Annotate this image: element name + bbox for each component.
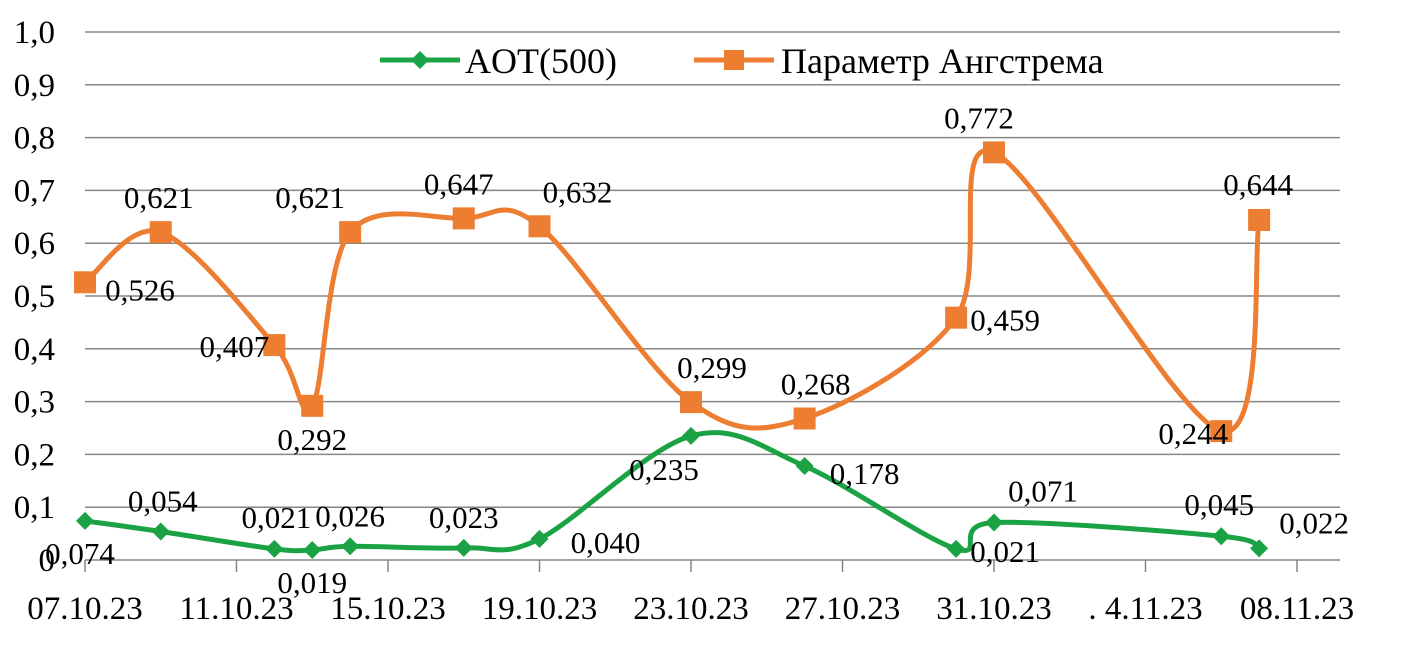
data-point-diamond xyxy=(303,540,322,559)
data-label: 0,407 xyxy=(200,329,270,364)
data-point-square xyxy=(983,141,1005,164)
legend: AOT(500) Параметр Ангстрема xyxy=(380,41,1104,81)
data-point-square xyxy=(452,207,475,230)
data-point-diamond xyxy=(1250,539,1269,558)
y-tick-label: 0,5 xyxy=(14,279,55,315)
data-label: 0,459 xyxy=(970,303,1040,338)
data-point-diamond xyxy=(151,522,170,541)
data-label: 0,178 xyxy=(830,456,900,491)
x-tick-label: 07.10.23 xyxy=(27,591,143,627)
y-tick-label: 0,4 xyxy=(14,332,55,368)
data-point-diamond xyxy=(795,457,814,476)
data-point-diamond xyxy=(1212,527,1231,546)
data-label: 0,244 xyxy=(1158,416,1228,451)
data-label: 0,026 xyxy=(315,498,385,533)
legend-marker-diamond xyxy=(411,51,429,69)
series-markers xyxy=(74,141,1271,559)
x-tick-label: 11.10.23 xyxy=(179,591,293,627)
data-point-square xyxy=(149,221,172,244)
x-tick-label: 15.10.23 xyxy=(330,591,446,627)
data-label: 0,772 xyxy=(944,100,1014,135)
data-point-square xyxy=(1210,420,1233,443)
legend-item-aot: AOT(500) xyxy=(380,41,617,81)
series-line-angstrom xyxy=(83,148,1262,434)
x-axis: 07.10.23 11.10.23 15.10.23 19.10.23 23.10.23… xyxy=(27,559,1354,627)
y-tick-label: 0 xyxy=(39,543,56,579)
data-point-diamond xyxy=(682,426,700,445)
y-tick-label: 0,9 xyxy=(14,68,55,104)
x-tick-label: . 4.11.23 xyxy=(1088,591,1202,627)
data-point-square xyxy=(263,334,286,357)
data-point-square xyxy=(793,407,816,430)
data-point-square xyxy=(528,215,551,238)
data-labels: 0,074 0,054 0,021 0,019 0,026 0,023 0,040 0,235… xyxy=(45,100,1349,600)
data-point-square xyxy=(945,306,968,329)
data-label: 0,299 xyxy=(677,350,747,385)
data-label: 0,022 xyxy=(1279,505,1349,540)
data-label: 0,644 xyxy=(1223,167,1293,202)
series-lines xyxy=(83,148,1262,554)
y-tick-label: 0,7 xyxy=(14,173,55,209)
y-tick-label: 1,0 xyxy=(14,15,55,51)
data-label: 0,268 xyxy=(781,366,851,401)
legend-item-angstrom: Параметр Ангстрема xyxy=(694,41,1104,81)
data-point-diamond xyxy=(341,537,360,556)
y-tick-label: 0,6 xyxy=(14,226,55,262)
y-tick-label: 0,3 xyxy=(14,385,55,421)
data-label: 0,021 xyxy=(970,534,1040,569)
data-label: 0,632 xyxy=(543,174,613,209)
data-label: 0,292 xyxy=(277,422,347,457)
data-point-diamond xyxy=(76,511,94,530)
data-label: 0,621 xyxy=(124,180,194,215)
data-label: 0,045 xyxy=(1184,487,1254,522)
x-tick-label: 19.10.23 xyxy=(482,591,598,627)
data-point-square xyxy=(339,221,362,244)
x-tick-label: 31.10.23 xyxy=(936,591,1052,627)
data-point-square xyxy=(74,271,96,294)
x-tick-label: 27.10.23 xyxy=(785,591,901,627)
y-tick-label: 0,2 xyxy=(14,437,55,473)
y-tick-label: 0,8 xyxy=(14,121,55,157)
data-label: 0,040 xyxy=(571,525,641,560)
data-label: 0,021 xyxy=(242,500,312,535)
x-tick-label: 08.11.23 xyxy=(1240,591,1354,627)
data-label: 0,071 xyxy=(1008,474,1078,509)
data-point-diamond xyxy=(530,529,549,548)
data-label: 0,647 xyxy=(424,166,494,201)
legend-marker-square xyxy=(724,50,744,70)
data-point-square xyxy=(301,394,324,417)
data-label: 0,023 xyxy=(429,500,499,535)
data-label: 0,054 xyxy=(128,483,198,518)
data-point-square xyxy=(680,391,702,414)
data-point-diamond xyxy=(947,539,966,558)
data-label: 0,526 xyxy=(105,272,175,307)
gridlines xyxy=(85,31,1340,508)
y-tick-label: 0,1 xyxy=(14,490,55,526)
legend-label-angstrom: Параметр Ангстрема xyxy=(781,41,1104,81)
data-point-square xyxy=(1248,208,1271,231)
data-point-diamond xyxy=(265,539,284,558)
x-tick-label: 23.10.23 xyxy=(633,591,749,627)
series-line-aot xyxy=(84,430,1261,554)
data-label: 0,235 xyxy=(629,452,699,487)
data-label: 0,074 xyxy=(45,536,115,571)
legend-label-aot: AOT(500) xyxy=(465,41,617,81)
y-axis-tick-labels: 0 0,1 0,2 0,3 0,4 0,5 0,6 0,7 0,8 0,9 1,0 xyxy=(14,15,55,579)
data-label: 0,621 xyxy=(275,180,345,215)
data-point-diamond xyxy=(985,513,1003,532)
data-label: 0,019 xyxy=(277,565,347,600)
data-point-diamond xyxy=(454,538,473,557)
